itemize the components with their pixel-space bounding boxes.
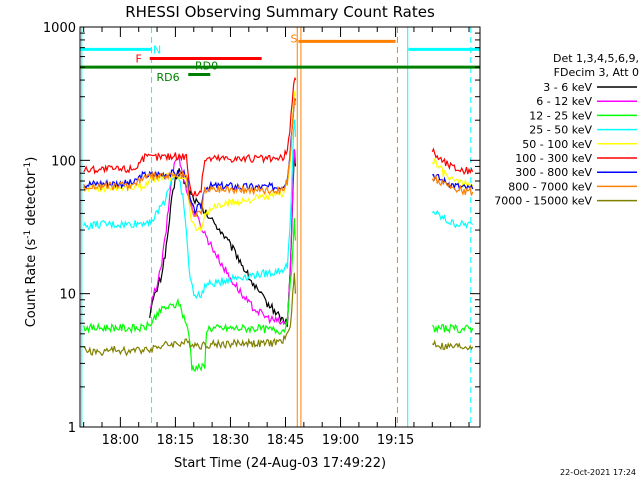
legend-header-1: FDecim 3, Att 0 (554, 66, 639, 79)
legend-header-0: Det 1,3,4,5,6,9, (553, 52, 639, 65)
legend-label-3-6-kev: 3 - 6 keV (543, 81, 592, 94)
plot-frame (79, 26, 481, 428)
legend-label-12-25-kev: 12 - 25 keV (529, 109, 592, 122)
plot-axes: 18:00 18:15 18:30 18:45 19:00 19:15 1 10 100 1000 (43, 21, 481, 448)
y-tick-label-1000: 1000 (43, 21, 76, 36)
x-tick-label-19-00: 19:00 (322, 433, 359, 448)
x-tick-label-19-15: 19:15 (377, 433, 414, 448)
flag-label-rd0: RD0 (195, 59, 218, 72)
series-line-7000-15000-kev (83, 272, 474, 357)
legend-label-100-300-kev: 100 - 300 keV (515, 152, 592, 165)
y-tick-label-1: 1 (68, 421, 76, 436)
y-tick-label-10: 10 (59, 288, 76, 303)
y-tick-label-100: 100 (51, 154, 76, 169)
legend-label-300-800-kev: 300 - 800 keV (515, 166, 592, 179)
legend-label-50-100-kev: 50 - 100 keV (522, 138, 592, 151)
legend-label-800-7000-kev: 800 - 7000 keV (508, 180, 592, 193)
legend-label-6-12-kev: 6 - 12 keV (536, 95, 592, 108)
date-stamp: 22-Oct-2021 17:24 (560, 468, 636, 477)
flag-label-n: N (153, 43, 161, 56)
chart-title: RHESSI Observing Summary Count Rates (125, 3, 435, 21)
x-tick-label-18-15: 18:15 (157, 433, 194, 448)
legend-label-25-50-kev: 25 - 50 keV (529, 124, 592, 137)
y-axis-label: Count Rate (s-1 detector-1) (23, 157, 39, 328)
series-line-25-50-kev (83, 119, 474, 300)
series-line-300-800-kev (83, 98, 474, 215)
series-line-6-12-kev (149, 149, 296, 326)
series-line-50-100-kev (83, 90, 474, 232)
flag-bars: N S F RD0 RD6 (80, 32, 480, 84)
time-marker-lines (81, 27, 472, 427)
flag-label-f: F (136, 53, 142, 66)
x-tick-label-18-30: 18:30 (212, 433, 249, 448)
legend-label-7000-15000-kev: 7000 - 15000 keV (494, 195, 592, 208)
series-line-12-25-kev (83, 217, 474, 373)
x-tick-label-18-45: 18:45 (267, 433, 304, 448)
x-tick-label-18-00: 18:00 (102, 433, 139, 448)
series-line-100-300-kev (83, 77, 474, 197)
series-line-800-7000-kev (83, 97, 474, 218)
series-line-3-6-kev (149, 150, 296, 327)
legend: Det 1,3,4,5,6,9,FDecim 3, Att 0 3 - 6 keV… (494, 52, 639, 208)
flag-label-rd6: RD6 (157, 71, 180, 84)
series-lines (83, 77, 474, 373)
flag-label-s: S (290, 32, 297, 45)
x-axis-label: Start Time (24-Aug-03 17:49:22) (174, 456, 386, 471)
